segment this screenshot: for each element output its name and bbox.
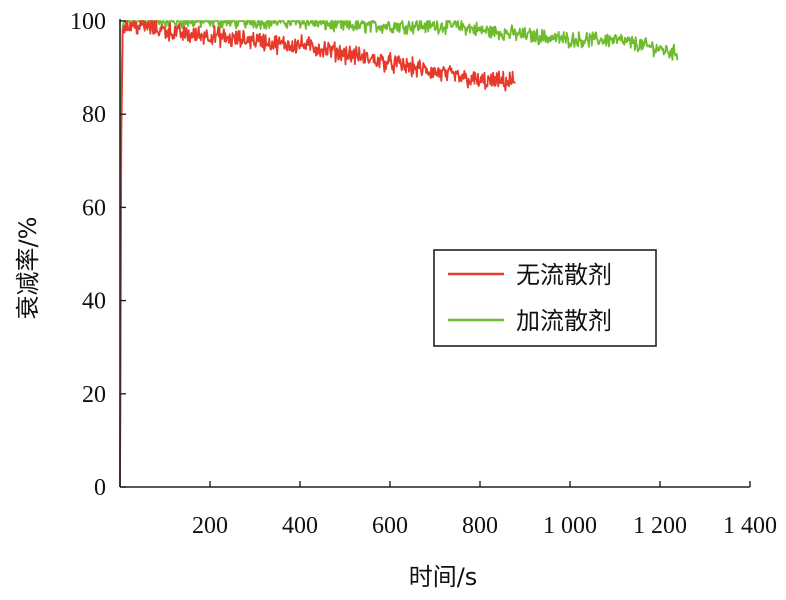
x-tick-label: 400 — [282, 513, 318, 539]
y-tick-label: 40 — [82, 289, 106, 315]
x-tick-label: 800 — [462, 513, 498, 539]
legend-label: 加流散剂 — [516, 307, 612, 335]
y-tick-label: 60 — [82, 195, 106, 221]
x-axis-label: 时间/s — [409, 563, 478, 591]
series-line-without-dispersant — [119, 20, 516, 488]
series-line-with-dispersant — [119, 20, 679, 488]
x-tick-label: 1 400 — [723, 513, 777, 539]
y-tick-label: 0 — [94, 475, 106, 501]
y-axis-label: 衰减率/% — [14, 217, 42, 320]
y-tick-label: 100 — [70, 9, 106, 35]
y-tick-label: 80 — [82, 102, 106, 128]
y-tick-label: 20 — [82, 382, 106, 408]
legend-label: 无流散剂 — [516, 261, 612, 289]
legend-box — [433, 249, 657, 347]
x-tick-label: 1 000 — [543, 513, 597, 539]
x-tick-label: 200 — [192, 513, 228, 539]
axes: 0 20 40 60 80 100 200 400 600 800 1 000 1 200 1 400 — [70, 9, 777, 539]
x-tick-label: 1 200 — [633, 513, 687, 539]
x-tick-label: 600 — [372, 513, 408, 539]
plot-area — [119, 20, 679, 488]
